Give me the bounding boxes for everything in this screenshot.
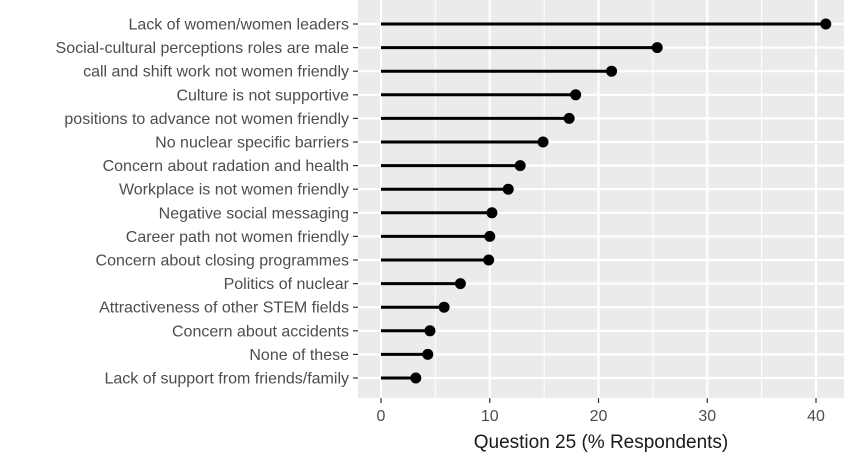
category-label: Concern about closing programmes bbox=[96, 253, 349, 270]
lollipop-point bbox=[438, 301, 450, 313]
x-tick-label: 40 bbox=[807, 408, 825, 425]
lollipop-point bbox=[606, 65, 618, 77]
category-label: No nuclear specific barriers bbox=[155, 135, 349, 152]
lollipop-point bbox=[410, 372, 422, 384]
category-labels: Lack of women/women leaders Social-cultur… bbox=[56, 17, 358, 388]
lollipop-point bbox=[651, 42, 663, 54]
category-label: Career path not women friendly bbox=[126, 229, 349, 246]
plot-panel bbox=[358, 0, 844, 398]
lollipop-point bbox=[486, 207, 498, 219]
category-label: call and shift work not women friendly bbox=[83, 64, 349, 81]
lollipop-point bbox=[570, 89, 582, 101]
x-tick-label: 0 bbox=[377, 408, 386, 425]
x-axis-ticks: 0 10 20 30 40 bbox=[377, 398, 825, 425]
x-tick-label: 10 bbox=[481, 408, 499, 425]
category-label: Lack of women/women leaders bbox=[128, 17, 349, 34]
stem-layer bbox=[381, 22, 826, 380]
lollipop-point bbox=[484, 230, 496, 242]
x-tick-label: 30 bbox=[698, 408, 716, 425]
lollipop-point bbox=[514, 160, 526, 172]
category-label: Politics of nuclear bbox=[224, 276, 350, 293]
category-label: Workplace is not women friendly bbox=[119, 182, 349, 199]
lollipop-point bbox=[454, 278, 466, 290]
lollipop-point bbox=[537, 136, 549, 148]
category-label: Lack of support from friends/family bbox=[104, 371, 349, 388]
lollipop-point bbox=[502, 183, 514, 195]
category-label: Social-cultural perceptions roles are ma… bbox=[56, 40, 350, 57]
lollipop-point bbox=[424, 325, 436, 337]
category-label: Attractiveness of other STEM fields bbox=[99, 300, 349, 317]
x-axis-title: Question 25 (% Respondents) bbox=[474, 432, 729, 453]
category-label: positions to advance not women friendly bbox=[64, 111, 349, 128]
category-label: Culture is not supportive bbox=[176, 87, 349, 104]
category-label: Concern about accidents bbox=[172, 323, 349, 340]
lollipop-point bbox=[563, 112, 575, 124]
category-label: Concern about radation and health bbox=[103, 158, 349, 175]
dot-layer bbox=[410, 18, 832, 384]
lollipop-point bbox=[483, 254, 495, 266]
lollipop-point bbox=[820, 18, 832, 30]
category-label: None of these bbox=[249, 347, 349, 364]
category-label: Negative social messaging bbox=[159, 205, 349, 222]
x-tick-label: 20 bbox=[590, 408, 608, 425]
lollipop-point bbox=[422, 348, 434, 360]
